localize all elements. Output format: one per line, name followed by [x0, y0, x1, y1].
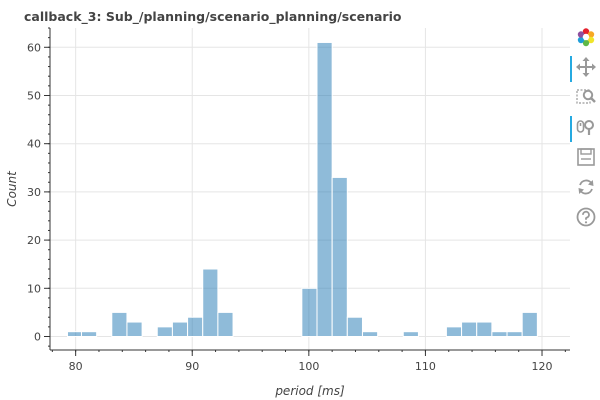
- histogram-bar: [171, 321, 189, 338]
- help-tool-button[interactable]: [570, 204, 600, 232]
- histogram-bar: [346, 316, 363, 338]
- y-axis-label: Count: [5, 170, 19, 207]
- histogram-bar: [476, 321, 493, 338]
- histogram-bar: [445, 326, 463, 338]
- help-icon: [576, 207, 596, 227]
- bokeh-logo-icon[interactable]: [570, 24, 600, 52]
- x-tick-label: 110: [415, 360, 436, 373]
- axes: 80 90 100 110 120 0 10 20 30 40 50 60 period [ms] Cou…: [5, 27, 570, 398]
- save-icon: [577, 148, 595, 166]
- histogram-bar: [316, 41, 333, 338]
- histogram-bar: [126, 321, 143, 338]
- histogram-bar: [187, 316, 204, 338]
- histogram-bar: [156, 326, 173, 338]
- x-tick-label: 100: [298, 360, 319, 373]
- plot-toolbar: [570, 24, 600, 244]
- x-tick-label: 120: [532, 360, 553, 373]
- histogram-bar: [402, 331, 419, 338]
- histogram-bar: [361, 331, 379, 338]
- box-zoom-icon: [576, 89, 596, 104]
- x-tick-label: 90: [185, 360, 199, 373]
- y-tick-label: 0: [34, 331, 41, 344]
- histogram-bar: [521, 311, 538, 338]
- y-tick-label: 40: [27, 138, 41, 151]
- y-tick-label: 50: [27, 89, 41, 102]
- reset-icon: [578, 179, 594, 195]
- chart-title: callback_3: Sub_/planning/scenario_plann…: [24, 9, 402, 24]
- x-axis-label: period [ms]: [274, 384, 345, 398]
- histogram-bar: [80, 331, 98, 338]
- histogram-bar: [202, 268, 219, 338]
- histogram-bar: [506, 331, 523, 338]
- histogram-bar: [301, 287, 318, 338]
- histogram-bar: [111, 311, 128, 338]
- histogram-bar: [66, 331, 82, 338]
- y-tick-label: 30: [27, 186, 41, 199]
- histogram-bars: [66, 41, 538, 338]
- histogram-bar: [461, 321, 478, 338]
- save-tool-button[interactable]: [570, 144, 600, 172]
- box-zoom-tool-button[interactable]: [570, 84, 600, 112]
- y-tick-label: 60: [27, 41, 41, 54]
- wheel-zoom-tool-button[interactable]: [570, 114, 600, 142]
- wheel-zoom-icon: [576, 120, 594, 135]
- y-tick-label: 10: [27, 282, 41, 295]
- pan-tool-button[interactable]: [570, 54, 600, 82]
- histogram-bar: [331, 176, 348, 338]
- histogram-bar: [217, 311, 234, 338]
- x-tick-label: 80: [69, 360, 83, 373]
- pan-icon: [576, 57, 596, 77]
- y-tick-label: 20: [27, 234, 41, 247]
- histogram-bar: [491, 331, 508, 338]
- reset-tool-button[interactable]: [570, 174, 600, 202]
